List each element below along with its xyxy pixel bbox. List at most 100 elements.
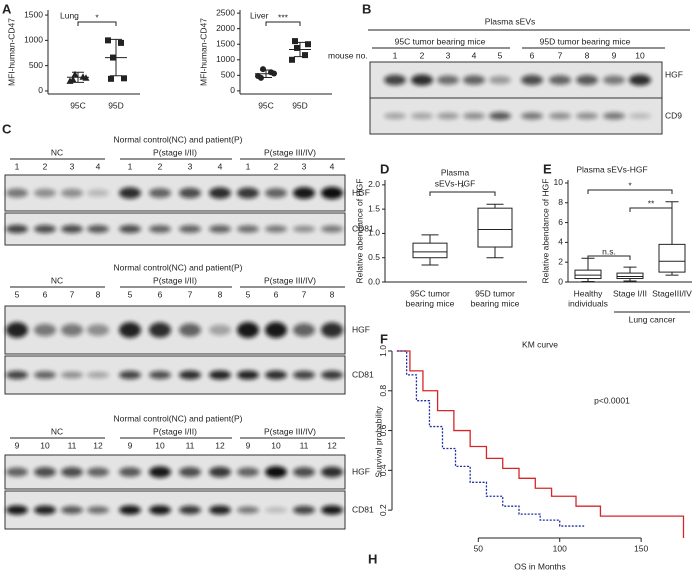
- survival-curve: [396, 350, 685, 538]
- y-tick-label: 1000: [24, 35, 43, 45]
- lane-number: 8: [96, 289, 101, 299]
- blot-band: [6, 467, 28, 477]
- lane-number: 2: [274, 161, 279, 171]
- group-label: NC: [51, 147, 63, 157]
- chart-title: Lung: [60, 10, 79, 20]
- annotation: p<0.0001: [594, 395, 630, 405]
- lane-number: 7: [188, 289, 193, 299]
- y-axis-label: Relative abendance of HGF: [354, 179, 364, 284]
- blot-band: [209, 370, 231, 380]
- lane-number: 10: [40, 440, 50, 450]
- lane-number: 9: [15, 440, 20, 450]
- chart-title: sEVs-HGF: [435, 178, 476, 188]
- blot-band: [237, 225, 259, 233]
- y-axis-label: Survival probability: [373, 406, 383, 478]
- marker-label: HGF: [665, 69, 683, 79]
- x-tick-label: 150: [634, 543, 648, 553]
- blot-band: [629, 113, 651, 119]
- blot-band: [293, 467, 315, 477]
- y-axis-label: MFI-human-CD47: [198, 18, 208, 86]
- panel-label: B: [362, 1, 371, 16]
- group-label: NC: [51, 426, 63, 436]
- significance: *: [628, 180, 632, 190]
- lane-number: 4: [330, 161, 335, 171]
- lane-number: 7: [302, 289, 307, 299]
- group-label: P(stage I/II): [153, 275, 197, 285]
- lane-number: 5: [15, 289, 20, 299]
- x-tick-label: 95C: [258, 100, 274, 110]
- blot-band: [179, 187, 201, 199]
- y-tick-label: 6: [558, 217, 563, 227]
- lane-number: 1: [15, 161, 20, 171]
- significance-bracket: [587, 255, 631, 260]
- group-label: P(stage III/IV): [264, 275, 316, 285]
- lane-number: 3: [446, 50, 451, 60]
- lane-number: 6: [530, 50, 535, 60]
- x-tick-label: 95C: [70, 100, 86, 110]
- marker-label: CD81: [352, 223, 374, 233]
- group-label: P(stage I/II): [153, 426, 197, 436]
- lane-number: 12: [93, 440, 103, 450]
- panel-label: C: [2, 121, 12, 136]
- x-tick-label: Healthy: [574, 288, 604, 298]
- blot-band: [209, 324, 231, 336]
- y-tick-label: 1.0: [378, 345, 388, 357]
- chart-title: KM curve: [522, 339, 558, 349]
- lane-number: 4: [96, 161, 101, 171]
- blot-band: [87, 506, 109, 514]
- lane-number: 12: [215, 440, 225, 450]
- blot-band: [34, 323, 56, 337]
- blot-band: [437, 75, 459, 85]
- data-point: [260, 66, 266, 73]
- blot-band: [179, 505, 201, 515]
- blot-band: [61, 323, 83, 337]
- blot-band: [6, 322, 28, 338]
- significance-bracket: [629, 207, 673, 212]
- significance: *: [461, 182, 465, 192]
- blot-band: [149, 505, 171, 515]
- marker-label: HGF: [352, 187, 370, 197]
- significance: *: [95, 12, 99, 22]
- lane-number: 3: [70, 161, 75, 171]
- lane-number: 5: [128, 289, 133, 299]
- blot-band: [603, 75, 625, 85]
- survival-curve: [396, 350, 585, 527]
- y-tick-label: 0.2: [378, 504, 388, 516]
- blot-band: [61, 188, 83, 198]
- marker-label: CD81: [352, 504, 374, 514]
- blot-band: [411, 74, 433, 86]
- group-label: 95D tumor bearing mice: [540, 36, 631, 46]
- blot-band: [549, 75, 571, 85]
- data-point: [105, 37, 111, 44]
- blot-band: [149, 188, 171, 198]
- marker-label: CD81: [352, 369, 374, 379]
- blot-band: [6, 370, 28, 380]
- blot-band: [237, 321, 259, 339]
- group-label: 95C tumor bearing mice: [395, 36, 486, 46]
- y-tick-label: 500: [221, 70, 235, 80]
- blot-title: Normal control(NC) and patient(P): [114, 134, 243, 144]
- blot-band: [61, 467, 83, 477]
- y-tick-label: 1500: [24, 9, 43, 19]
- blot-band: [293, 505, 315, 515]
- x-tick-label: bearing mice: [406, 298, 455, 308]
- blot-band: [34, 467, 56, 477]
- data-point: [302, 52, 308, 59]
- lane-number: 7: [558, 50, 563, 60]
- box: [412, 242, 448, 259]
- lane-number: 9: [128, 440, 133, 450]
- blot-band: [321, 505, 343, 515]
- x-tick-label: bearing mice: [471, 298, 520, 308]
- blot-band: [293, 370, 315, 380]
- lane-number: 8: [218, 289, 223, 299]
- lane-number: 3: [302, 161, 307, 171]
- blot-band: [321, 466, 343, 478]
- blot-band: [6, 224, 28, 234]
- lane-number: 9: [246, 440, 251, 450]
- lane-number: 1: [246, 161, 251, 171]
- lane-number: 2: [420, 50, 425, 60]
- marker-label: HGF: [352, 324, 370, 334]
- lane-number: 8: [330, 289, 335, 299]
- lane-number: 7: [70, 289, 75, 299]
- lane-number: 1: [128, 161, 133, 171]
